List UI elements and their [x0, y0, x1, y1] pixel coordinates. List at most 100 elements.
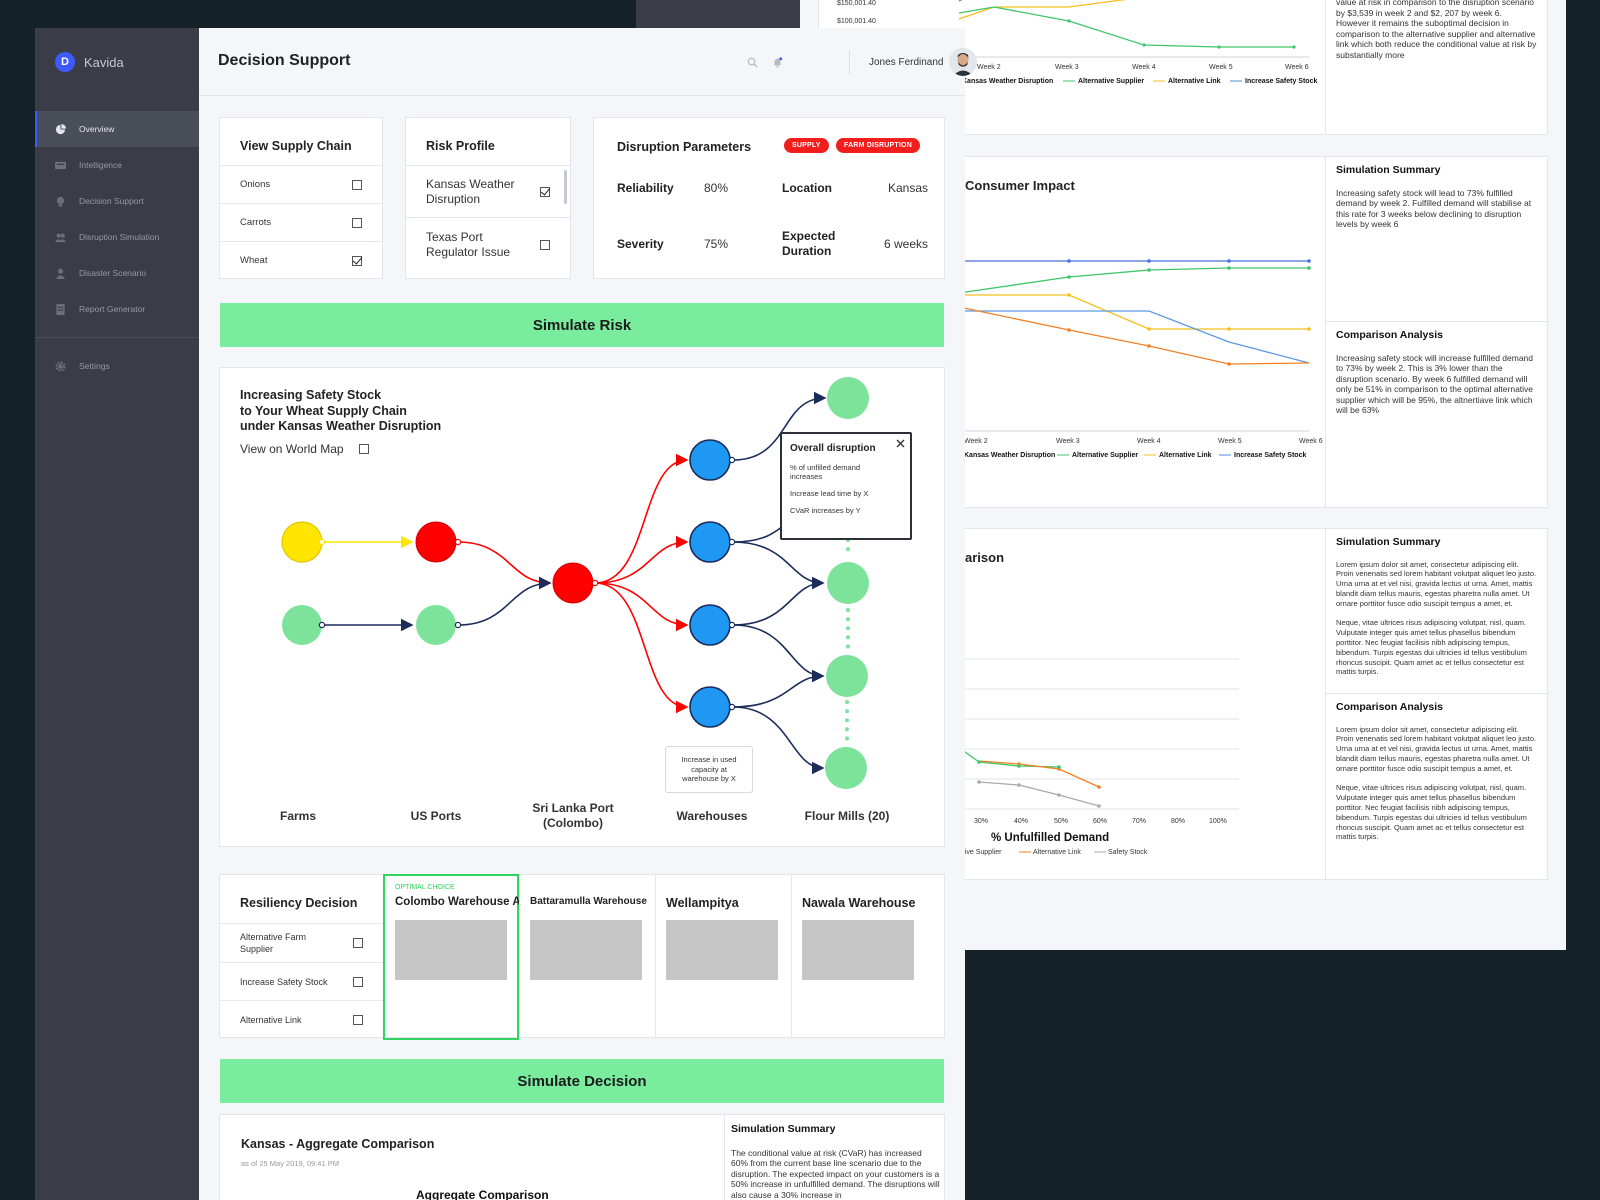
user-name[interactable]: Jones Ferdinand	[869, 57, 944, 68]
supply-chain-item[interactable]: Wheat	[220, 241, 382, 279]
week-label: Week 2	[977, 64, 1001, 71]
scrollbar[interactable]	[564, 170, 567, 204]
week-label: Week 5	[1209, 64, 1233, 71]
resiliency-option[interactable]: Alternative Farm Supplier	[220, 923, 383, 962]
aggregate-card: Kansas - Aggregate Comparison as of 25 M…	[219, 1114, 945, 1200]
world-map-toggle[interactable]: View on World Map	[240, 442, 369, 456]
sidebar-item-intelligence[interactable]: Intelligence	[35, 147, 199, 183]
checkbox[interactable]	[540, 186, 550, 197]
sidebar-item-label: Decision Support	[79, 196, 144, 206]
checkbox[interactable]	[352, 255, 362, 266]
risk-profile-item-label: Kansas Weather Disruption	[426, 176, 515, 206]
disruption-title: Disruption Parameters	[617, 140, 752, 154]
colombo-port-node	[552, 562, 594, 604]
search-icon[interactable]	[747, 57, 758, 68]
checkbox[interactable]	[352, 179, 362, 190]
warehouse-node	[689, 686, 731, 728]
supply-chain-title: View Supply Chain	[240, 139, 352, 153]
legend-item: Safety Stock	[1108, 849, 1148, 856]
risk-profile-card: Risk Profile Kansas Weather Disruption T…	[405, 117, 571, 279]
checkbox[interactable]	[353, 938, 363, 948]
pie-chart-icon	[55, 123, 66, 134]
resiliency-option[interactable]: Alternative Link	[220, 1000, 383, 1038]
sidebar-item-overview[interactable]: Overview	[35, 111, 199, 147]
sidebar-nav: Overview Intelligence Decision Support D…	[35, 111, 199, 384]
edge	[457, 541, 552, 590]
warehouse-option-wellampitya[interactable]: Wellampitya	[655, 875, 791, 1037]
top-bar: Decision Support Jones Ferdinand	[199, 28, 977, 96]
sidebar-item-decision-support[interactable]: Decision Support	[35, 183, 199, 219]
resiliency-options: Alternative Farm Supplier Increase Safet…	[220, 923, 383, 1038]
consumer-impact-side: Simulation Summary Increasing safety sto…	[1325, 157, 1547, 507]
resiliency-option[interactable]: Increase Safety Stock	[220, 962, 383, 1000]
image-placeholder	[530, 920, 642, 980]
us-port-node	[416, 605, 456, 645]
warehouse-option-colombo[interactable]: OPTIMAL CHOICE Colombo Warehouse A	[383, 874, 521, 1040]
app-window: D Kavida Overview Intelligence Decision …	[35, 28, 977, 1200]
cvar-summary: value at risk in comparison to the disru…	[1325, 0, 1547, 134]
edge	[732, 576, 825, 626]
warehouse-option-battaramulla[interactable]: Battaramulla Warehouse	[519, 875, 655, 1037]
aggregate-title: Kansas - Aggregate Comparison	[241, 1137, 435, 1151]
sidebar-item-label: Disaster Scenario	[79, 268, 147, 278]
farm-disruption-tag: FARM DISRUPTION	[836, 138, 920, 153]
farm-node	[282, 605, 322, 645]
page-title: Decision Support	[218, 52, 351, 69]
avatar[interactable]	[949, 48, 977, 76]
sidebar-item-label: Settings	[79, 361, 110, 371]
risk-profile-item-label: Texas Port Regulator Issue	[426, 229, 511, 259]
severity-label: Severity	[617, 237, 664, 251]
week-label: Week 4	[1137, 438, 1161, 445]
axis-tick: $150,001.40	[837, 0, 876, 7]
warehouse-name: Colombo Warehouse A	[395, 896, 521, 908]
comparison-text: Increasing safety stock will increase fu…	[1336, 352, 1534, 416]
comparison-chart: 30% 40% 50% 60% 70% 80% 100% % Unfulfill…	[959, 658, 1239, 856]
edge	[594, 453, 689, 584]
brand[interactable]: D Kavida	[55, 52, 124, 72]
sidebar-item-disaster-scenario[interactable]: Disaster Scenario	[35, 255, 199, 291]
farm-node-disrupted	[281, 521, 323, 563]
axis-tick: $100,001.40	[837, 18, 876, 25]
edge	[732, 624, 825, 683]
consumer-impact-title: Consumer Impact	[965, 178, 1075, 193]
legend-item: Increase Safety Stock	[1245, 78, 1317, 85]
supply-chain-item-label: Wheat	[240, 255, 268, 266]
close-icon[interactable]	[896, 439, 905, 448]
checkbox[interactable]	[358, 444, 369, 454]
warehouse-option-nawala[interactable]: Nawala Warehouse	[791, 875, 946, 1037]
supply-chain-item[interactable]: Onions	[220, 165, 382, 203]
sidebar-item-disruption-simulation[interactable]: Disruption Simulation	[35, 219, 199, 255]
legend-item: Alternative Link	[1159, 452, 1212, 459]
risk-profile-item[interactable]: Texas Port Regulator Issue	[406, 217, 570, 271]
series-alternative-supplier	[958, 6, 1294, 48]
checkbox[interactable]	[352, 217, 362, 228]
lightbulb-icon	[56, 196, 65, 207]
sidebar-item-label: Intelligence	[79, 160, 123, 170]
supply-chain-item[interactable]: Carrots	[220, 203, 382, 241]
checkbox[interactable]	[353, 976, 363, 987]
network-title-line: to Your Wheat Supply Chain	[240, 403, 407, 418]
topbar-divider	[849, 50, 850, 74]
supply-chain-item-label: Carrots	[240, 217, 272, 228]
week-label: Week 6	[1285, 64, 1309, 71]
risk-profile-item[interactable]: Kansas Weather Disruption	[406, 165, 570, 217]
simulate-risk-button[interactable]: Simulate Risk	[220, 303, 944, 347]
aggregate-chart-title: Aggregate Comparison	[416, 1188, 549, 1200]
simulate-decision-button[interactable]: Simulate Decision	[220, 1059, 944, 1103]
checkbox[interactable]	[540, 239, 550, 250]
sidebar-item-settings[interactable]: Settings	[35, 348, 199, 384]
checkbox[interactable]	[353, 1014, 363, 1025]
summary-text: Neque, vitae ultrices risus adipiscing v…	[1336, 618, 1527, 677]
stage-label-warehouses: Warehouses	[676, 809, 748, 823]
network-graph	[281, 377, 869, 789]
edge	[594, 535, 689, 584]
legend-item: Kansas Weather Disruption	[964, 452, 1055, 459]
comparison-side: Simulation Summary Lorem ipsum dolor sit…	[1325, 529, 1547, 879]
sidebar-item-report-generator[interactable]: Report Generator	[35, 291, 199, 327]
edge	[732, 669, 825, 708]
bell-icon[interactable]	[772, 57, 783, 68]
summary-text: Increasing safety stock will lead to 73%…	[1336, 187, 1532, 230]
flour-mill-node	[825, 747, 867, 789]
tick-label: 30%	[974, 818, 988, 825]
comparison-text: Lorem ipsum dolor sit amet, consectetur …	[1336, 724, 1537, 773]
